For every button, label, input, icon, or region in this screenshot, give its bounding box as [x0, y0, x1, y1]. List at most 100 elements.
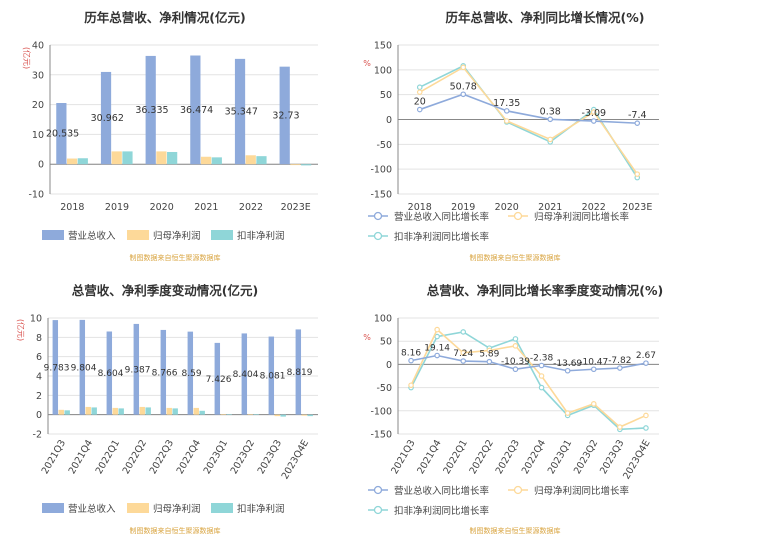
bar-net-profit	[245, 155, 256, 165]
y-tick-label: -10	[28, 190, 44, 201]
bar-revenue	[190, 55, 201, 165]
bar-deducted-profit	[172, 408, 178, 415]
bar-revenue	[187, 331, 194, 415]
y-tick-label: -100	[370, 406, 392, 417]
data-label-revenue-growth: 0.38	[540, 106, 561, 117]
bar-deducted-profit	[167, 151, 178, 165]
point-deducted-profit-growth	[512, 336, 519, 342]
x-tick-label: 2022Q1	[441, 438, 469, 476]
point-deducted-profit-growth	[434, 333, 440, 340]
point-revenue-growth	[503, 108, 510, 114]
data-label-revenue-growth: 17.35	[493, 98, 520, 109]
x-tick-label: 2019	[105, 202, 129, 213]
chart3-legend: 营业总收入 归母净利润 扣非净利润	[42, 503, 285, 515]
bar-net-profit	[220, 414, 226, 415]
y-tick-label: 20	[32, 100, 44, 111]
legend-label-deducted-profit-growth: 扣非净利润同比增长率	[394, 505, 490, 517]
chart2-unit-label: %	[363, 59, 371, 68]
bar-net-profit	[274, 414, 280, 417]
x-tick-label: 2023Q3	[256, 438, 284, 476]
legend-label-net-profit: 归母净利润	[153, 230, 201, 242]
chart1-legend: 营业总收入 归母净利润 扣非净利润	[42, 230, 285, 242]
point-deducted-profit-growth	[538, 384, 545, 391]
data-label-revenue-growth: -10.47	[579, 357, 608, 367]
point-revenue-growth	[643, 360, 649, 366]
y-tick-label: 0	[38, 160, 44, 171]
bar-revenue	[79, 319, 86, 415]
x-tick-label: 2023Q4E	[621, 438, 652, 481]
point-net-profit-growth	[538, 373, 545, 379]
point-net-profit-growth	[617, 424, 623, 430]
bar-net-profit	[193, 407, 199, 415]
y-tick-label: 10	[32, 130, 44, 141]
bar-revenue	[133, 323, 140, 415]
data-label-revenue: 8.404	[233, 370, 259, 380]
point-net-profit-growth	[512, 343, 519, 349]
x-tick-label: 2022Q3	[494, 438, 522, 476]
point-revenue-growth	[590, 118, 597, 124]
chart3-unit-label: (亿元)	[16, 319, 26, 341]
data-label-revenue-growth: 8.16	[401, 349, 421, 359]
legend-label-revenue-growth: 营业总收入同比增长率	[394, 485, 490, 497]
bar-net-profit	[85, 406, 91, 415]
point-revenue-growth	[434, 352, 440, 359]
line-net-profit-growth	[419, 66, 638, 175]
x-tick-label: 2022Q4	[175, 438, 203, 476]
data-label-revenue-growth: 50.78	[450, 81, 477, 92]
x-tick-label: 2022Q3	[148, 438, 176, 476]
data-label-revenue-growth: -3.09	[581, 108, 606, 119]
chart-annual-revenue-profit: 历年总营收、净利情况(亿元) (亿元) -10 0 10 20 30 40 2018 2019…	[22, 10, 318, 262]
bar-net-profit	[166, 407, 172, 415]
legend-label-net-profit: 归母净利润	[153, 503, 201, 515]
point-net-profit-growth	[460, 64, 467, 71]
bar-deducted-profit	[91, 407, 97, 415]
legend-swatch-deducted-profit	[211, 230, 233, 240]
point-net-profit-growth	[434, 326, 440, 333]
legend-marker-revenue-growth	[373, 485, 383, 495]
bar-net-profit	[200, 156, 212, 165]
bar-net-profit	[111, 151, 122, 165]
bar-net-profit	[301, 414, 307, 416]
line-revenue-growth	[419, 93, 638, 124]
bar-revenue	[234, 58, 246, 165]
x-tick-label: 2023Q4E	[280, 438, 311, 481]
point-net-profit-growth	[634, 171, 641, 177]
x-tick-label: 2021Q4	[415, 438, 443, 476]
y-tick-label: 40	[32, 41, 44, 52]
data-label-revenue: 32.73	[272, 110, 299, 121]
bar-net-profit	[139, 406, 145, 415]
chart3-title: 总营收、净利季度变动情况(亿元)	[72, 283, 258, 298]
bar-revenue	[100, 71, 112, 165]
x-tick-label: 2021Q3	[389, 438, 417, 476]
x-tick-label: 2020	[495, 202, 519, 213]
bar-revenue	[160, 329, 167, 415]
point-deducted-profit-growth	[416, 84, 423, 91]
point-net-profit-growth	[547, 136, 554, 143]
bar-deducted-profit	[77, 158, 88, 165]
bar-deducted-profit	[211, 157, 222, 165]
bar-deducted-profit	[301, 164, 312, 166]
point-net-profit-growth	[460, 349, 467, 356]
legend-marker-net-profit-growth	[513, 211, 523, 221]
x-tick-label: 2022	[239, 202, 263, 213]
data-label-revenue: 35.347	[225, 107, 258, 118]
y-tick-label: 100	[374, 65, 392, 76]
point-revenue-growth	[617, 365, 623, 371]
data-label-revenue: 8.59	[182, 369, 202, 379]
data-label-revenue: 30.962	[91, 113, 124, 124]
legend-marker-net-profit-growth	[513, 485, 523, 495]
legend-swatch-net-profit	[127, 230, 149, 240]
x-tick-label: 2022Q2	[468, 438, 496, 476]
y-tick-label: -150	[370, 190, 392, 201]
legend-label-revenue-growth: 营业总收入同比增长率	[394, 211, 490, 223]
x-tick-label: 2023Q3	[598, 438, 626, 476]
point-revenue-growth	[416, 106, 423, 113]
data-label-revenue: 9.783	[44, 363, 70, 373]
data-label-revenue-growth: 7.24	[453, 349, 473, 359]
point-deducted-profit-growth	[643, 425, 649, 431]
chart2-source: 制图数据来自恒生聚源数据库	[470, 253, 561, 262]
bar-net-profit	[156, 151, 167, 165]
point-revenue-growth	[460, 358, 467, 364]
data-label-revenue-growth: -10.39	[501, 357, 530, 367]
point-revenue-growth	[547, 116, 554, 123]
